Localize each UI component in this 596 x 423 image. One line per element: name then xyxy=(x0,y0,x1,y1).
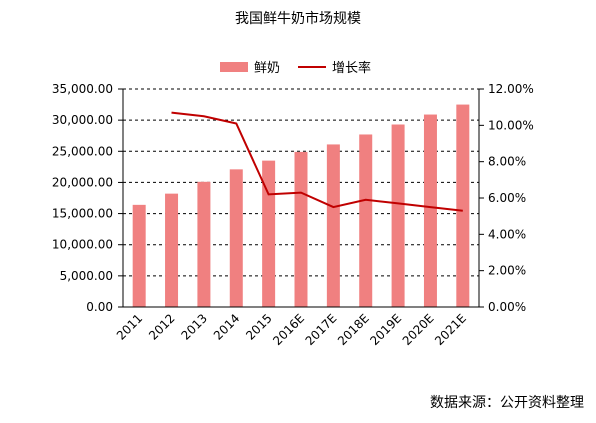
left-tick-label: 10,000.00 xyxy=(52,238,113,252)
growth-rate-line xyxy=(171,111,463,212)
right-tick-label: 0.00% xyxy=(488,300,526,314)
bar xyxy=(132,204,146,307)
x-tick-label: 2020E xyxy=(400,311,437,348)
bar xyxy=(197,181,211,307)
right-tick-label: 2.00% xyxy=(488,264,526,278)
legend-label-line: 增长率 xyxy=(332,60,371,76)
x-tick-label: 2021E xyxy=(432,311,469,348)
bar xyxy=(456,104,470,307)
source-note: 数据来源：公开资料整理 xyxy=(430,395,584,411)
bar xyxy=(294,151,308,307)
bar xyxy=(359,134,373,307)
bar-series xyxy=(132,104,470,307)
line-series xyxy=(171,111,463,212)
left-tick-label: 5,000.00 xyxy=(60,269,113,283)
x-tick-label: 2011 xyxy=(114,311,145,342)
bar xyxy=(229,169,243,307)
legend-label-bar: 鲜奶 xyxy=(254,61,280,76)
right-tick-label: 12.00% xyxy=(488,82,534,96)
x-tick-label: 2016E xyxy=(270,311,307,348)
bar xyxy=(165,193,179,307)
bar xyxy=(262,160,276,307)
left-tick-label: 30,000.00 xyxy=(52,113,113,127)
chart-title: 我国鲜牛奶市场规模 xyxy=(235,11,361,27)
bar xyxy=(423,114,437,307)
x-tick-label: 2018E xyxy=(335,311,372,348)
left-tick-label: 25,000.00 xyxy=(52,144,113,158)
x-tick-label: 2013 xyxy=(179,311,210,342)
legend: 鲜奶 增长率 xyxy=(220,60,371,76)
x-tick-label: 2012 xyxy=(146,311,177,342)
x-tick-label: 2019E xyxy=(367,311,404,348)
left-tick-label: 35,000.00 xyxy=(52,82,113,96)
bar xyxy=(391,124,405,307)
x-tick-label: 2017E xyxy=(303,311,340,348)
right-tick-label: 6.00% xyxy=(488,191,526,205)
right-tick-label: 8.00% xyxy=(488,155,526,169)
right-tick-label: 10.00% xyxy=(488,118,534,132)
legend-swatch-bar xyxy=(220,62,248,72)
x-tick-label: 2014 xyxy=(211,311,242,342)
left-tick-label: 20,000.00 xyxy=(52,175,113,189)
right-tick-label: 4.00% xyxy=(488,227,526,241)
left-tick-label: 0.00 xyxy=(86,300,113,314)
bar xyxy=(326,144,340,307)
gridlines xyxy=(123,88,479,277)
left-tick-label: 15,000.00 xyxy=(52,207,113,221)
